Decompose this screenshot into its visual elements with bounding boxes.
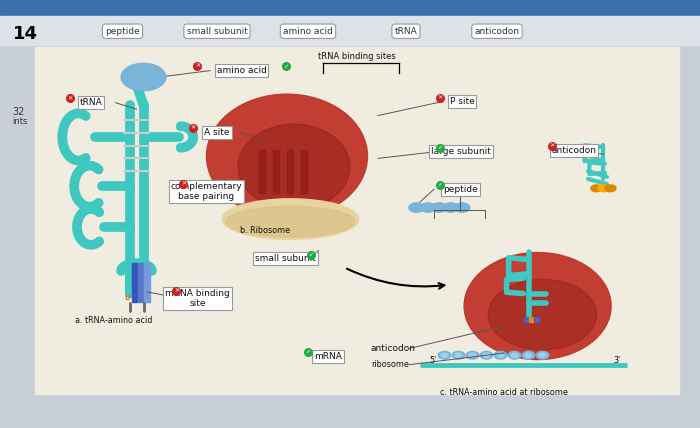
- Text: large subunit: large subunit: [430, 147, 491, 157]
- Bar: [144, 263, 150, 302]
- Bar: [0, 0, 700, 15]
- Bar: [273, 150, 279, 193]
- Circle shape: [525, 353, 532, 357]
- Circle shape: [455, 353, 462, 357]
- Bar: [535, 317, 539, 322]
- Text: ✕: ✕: [549, 144, 554, 149]
- Bar: [529, 317, 533, 322]
- Circle shape: [508, 351, 521, 359]
- Bar: [524, 317, 528, 322]
- Circle shape: [511, 353, 518, 357]
- Text: P site: P site: [449, 97, 475, 107]
- Circle shape: [494, 351, 507, 359]
- Text: tRNA: tRNA: [80, 98, 102, 107]
- Circle shape: [420, 203, 435, 212]
- Text: ✓: ✓: [308, 252, 314, 257]
- Text: ✕: ✕: [195, 64, 200, 69]
- Text: 32: 32: [13, 107, 25, 117]
- Bar: [132, 263, 137, 302]
- Text: tRNA binding sites: tRNA binding sites: [318, 52, 396, 61]
- Bar: [287, 150, 293, 193]
- Bar: [259, 150, 265, 193]
- Text: A site: A site: [204, 128, 230, 137]
- Circle shape: [591, 185, 602, 192]
- Bar: [35, 47, 679, 394]
- Circle shape: [598, 185, 609, 192]
- Circle shape: [452, 351, 465, 359]
- Text: 5': 5': [429, 356, 436, 365]
- Circle shape: [431, 203, 447, 212]
- Text: ints: ints: [13, 117, 28, 127]
- Text: small subunit: small subunit: [256, 254, 316, 264]
- Bar: [138, 263, 144, 302]
- Text: c. tRNA-amino acid at ribosome: c. tRNA-amino acid at ribosome: [440, 388, 568, 398]
- Text: amino acid: amino acid: [216, 66, 267, 75]
- Text: ✕: ✕: [437, 95, 442, 100]
- Text: U: U: [125, 294, 130, 300]
- Circle shape: [497, 353, 504, 357]
- Text: amino acid: amino acid: [283, 27, 333, 36]
- Ellipse shape: [223, 199, 358, 240]
- Ellipse shape: [225, 206, 355, 237]
- Text: ✕: ✕: [67, 96, 73, 101]
- Text: tRNA: tRNA: [395, 27, 417, 36]
- Ellipse shape: [489, 279, 596, 350]
- Text: ✓: ✓: [283, 64, 288, 69]
- Circle shape: [438, 351, 451, 359]
- Circle shape: [454, 203, 470, 212]
- Circle shape: [522, 351, 535, 359]
- Text: a. tRNA-amino acid: a. tRNA-amino acid: [76, 315, 153, 325]
- Text: 3': 3': [614, 356, 621, 365]
- Circle shape: [121, 63, 166, 91]
- Text: small subunit: small subunit: [187, 27, 247, 36]
- Circle shape: [441, 353, 448, 357]
- Bar: [0, 16, 700, 45]
- Ellipse shape: [238, 124, 350, 210]
- Circle shape: [483, 353, 490, 357]
- Text: ✕: ✕: [174, 288, 179, 294]
- Circle shape: [466, 351, 479, 359]
- Text: anticodon: anticodon: [552, 146, 596, 155]
- Text: complementary
base pairing: complementary base pairing: [171, 182, 242, 202]
- Text: mRNA binding
site: mRNA binding site: [165, 289, 230, 309]
- Circle shape: [409, 203, 424, 212]
- Circle shape: [443, 203, 459, 212]
- Text: ✓: ✓: [437, 182, 442, 187]
- Text: mRNA: mRNA: [314, 351, 342, 361]
- Text: peptide: peptide: [105, 27, 140, 36]
- Text: peptide: peptide: [443, 184, 478, 194]
- Circle shape: [480, 351, 493, 359]
- Circle shape: [605, 185, 616, 192]
- Text: anticodon: anticodon: [371, 344, 416, 353]
- Text: ✓: ✓: [305, 349, 311, 354]
- Text: b. Ribosome: b. Ribosome: [239, 226, 290, 235]
- Text: ✕: ✕: [190, 126, 195, 131]
- Circle shape: [539, 353, 546, 357]
- Bar: [301, 150, 307, 193]
- Ellipse shape: [464, 253, 611, 360]
- Circle shape: [469, 353, 476, 357]
- Text: anticodon: anticodon: [475, 27, 519, 36]
- Circle shape: [536, 351, 549, 359]
- Text: ribosome: ribosome: [372, 360, 410, 369]
- Text: ✕: ✕: [181, 181, 186, 187]
- Text: ✓: ✓: [437, 145, 442, 150]
- Ellipse shape: [206, 94, 368, 218]
- Text: 14: 14: [13, 25, 38, 43]
